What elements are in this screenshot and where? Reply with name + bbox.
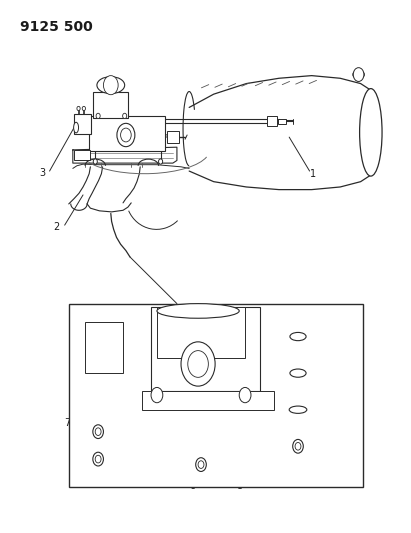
Text: 7: 7 [64,417,70,427]
FancyBboxPatch shape [278,118,286,124]
Text: 5: 5 [99,326,105,336]
Circle shape [198,461,204,469]
Circle shape [117,123,135,147]
Ellipse shape [289,406,307,414]
Ellipse shape [97,77,125,94]
Ellipse shape [353,70,364,79]
Circle shape [95,428,101,435]
Circle shape [120,128,131,142]
Circle shape [95,455,101,463]
Circle shape [77,107,80,111]
Text: 4: 4 [330,326,335,336]
FancyBboxPatch shape [93,92,128,118]
Text: 6: 6 [343,390,349,400]
Circle shape [159,159,163,164]
Bar [69,304,363,487]
FancyBboxPatch shape [85,322,123,373]
Circle shape [82,107,85,111]
Text: 1: 1 [310,169,316,179]
Circle shape [196,458,206,472]
Text: 7: 7 [346,441,353,451]
Circle shape [353,68,364,82]
Circle shape [93,425,104,439]
Circle shape [239,387,251,403]
Circle shape [188,351,208,377]
Circle shape [93,159,97,164]
Circle shape [96,114,100,118]
FancyBboxPatch shape [151,307,260,391]
Text: 9125 500: 9125 500 [20,20,92,34]
Circle shape [293,439,303,453]
Circle shape [181,342,215,386]
FancyBboxPatch shape [74,114,91,134]
FancyBboxPatch shape [74,150,90,160]
Ellipse shape [74,122,79,133]
Ellipse shape [157,304,239,318]
Ellipse shape [290,333,306,341]
Ellipse shape [360,88,382,176]
FancyBboxPatch shape [157,307,245,359]
FancyBboxPatch shape [267,116,277,126]
Circle shape [122,114,127,118]
FancyBboxPatch shape [167,131,179,143]
Circle shape [93,452,104,466]
FancyBboxPatch shape [142,391,275,410]
Ellipse shape [290,369,306,377]
FancyBboxPatch shape [89,116,165,151]
Text: 2: 2 [53,222,60,232]
Circle shape [104,76,118,95]
Circle shape [151,387,163,403]
Text: 5: 5 [343,357,350,367]
Text: 6: 6 [189,481,195,491]
Text: 8: 8 [236,481,242,491]
Circle shape [295,442,301,450]
Text: 3: 3 [39,168,46,177]
